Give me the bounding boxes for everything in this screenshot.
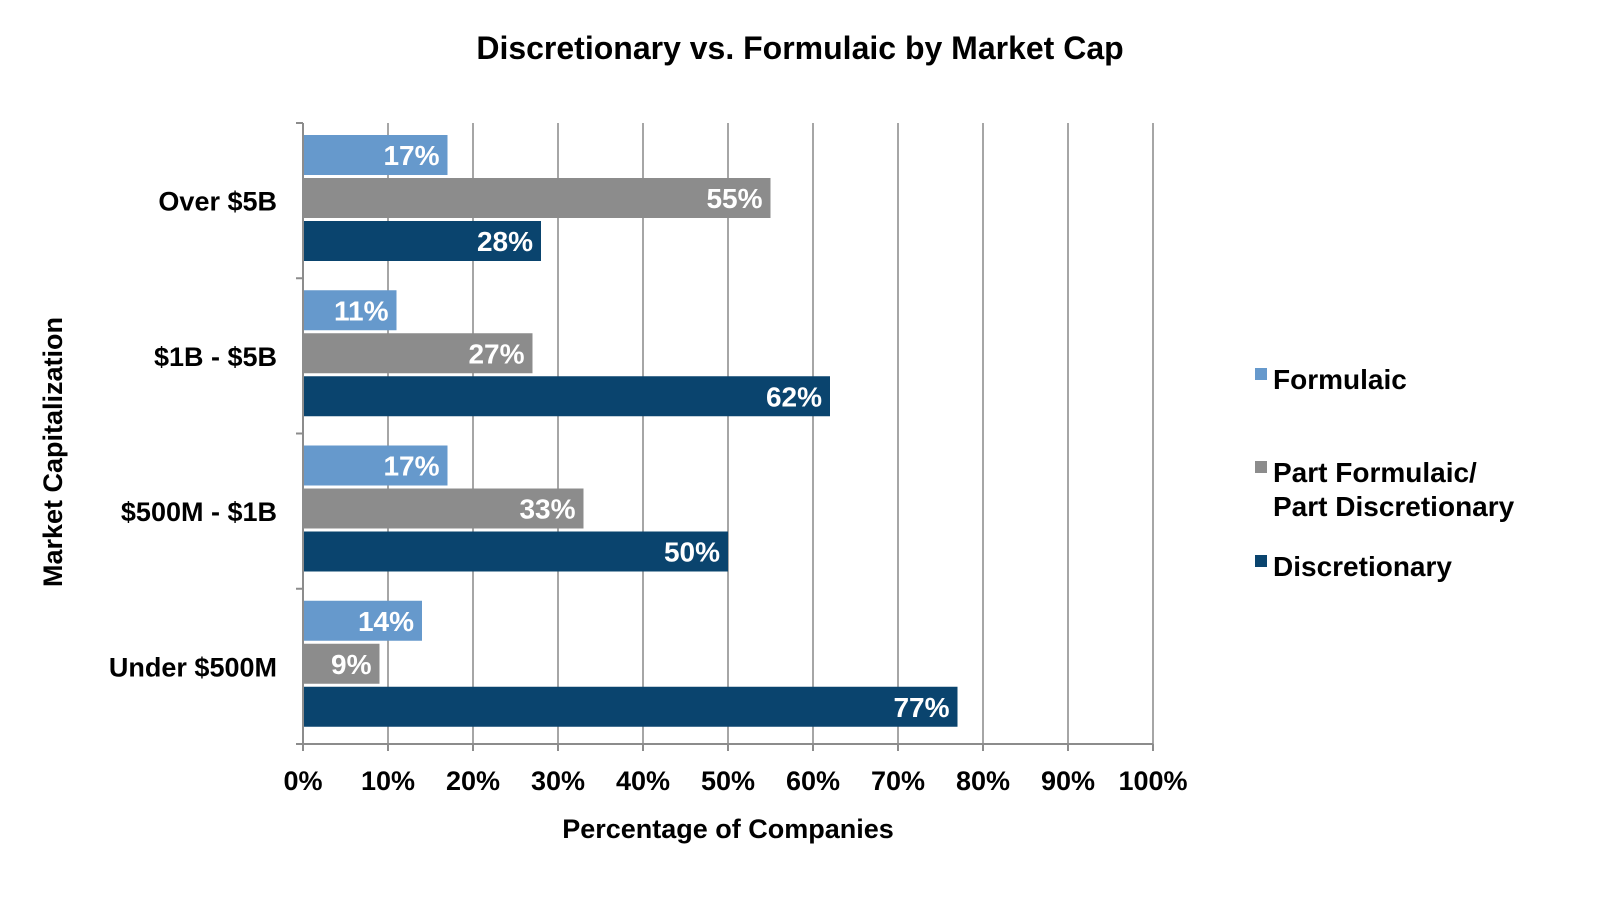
legend-label-line: Formulaic — [1273, 364, 1407, 395]
legend-swatch — [1255, 368, 1267, 380]
bar-label: 9% — [331, 649, 372, 680]
bar-label: 33% — [519, 494, 575, 525]
x-tick-label: 40% — [616, 766, 670, 796]
bar — [304, 290, 397, 331]
x-tick-label: 80% — [956, 766, 1010, 796]
bar — [304, 686, 958, 727]
category-label: $1B - $5B — [154, 342, 277, 372]
bar-label: 50% — [664, 537, 720, 568]
bar-label: 28% — [477, 226, 533, 257]
labels: Over $5B 17% 55% 28% $1B - $5B 11% 27% 62% $500M… — [109, 140, 950, 723]
bar-label: 62% — [766, 381, 822, 412]
bar-label: 11% — [334, 295, 389, 326]
x-tick-label: 60% — [786, 766, 840, 796]
bar-label: 17% — [383, 140, 439, 171]
x-tick-label: 50% — [701, 766, 755, 796]
x-tick-label: 90% — [1041, 766, 1095, 796]
bar — [304, 333, 533, 374]
chart-title: Discretionary vs. Formulaic by Market Ca… — [476, 30, 1124, 66]
x-axis-title: Percentage of Companies — [562, 814, 894, 844]
category-label: Under $500M — [109, 652, 277, 682]
bar — [304, 600, 422, 641]
category-label: Over $5B — [158, 187, 277, 217]
legend-swatch — [1255, 555, 1267, 567]
y-axis-title: Market Capitalization — [38, 317, 68, 587]
x-tick-label: 20% — [446, 766, 500, 796]
legend-label: Discretionary — [1273, 551, 1452, 582]
bar-label: 14% — [358, 606, 414, 637]
bar — [304, 221, 541, 261]
bar-label: 27% — [468, 338, 524, 369]
bar — [304, 643, 380, 684]
bar — [304, 445, 448, 486]
gridlines — [387, 123, 1154, 744]
bar-label: 55% — [706, 183, 762, 214]
x-tick-label: 70% — [871, 766, 925, 796]
bar-label: 17% — [383, 451, 439, 482]
bar-label: 77% — [893, 692, 949, 723]
bar — [304, 135, 448, 175]
category-label: $500M - $1B — [121, 497, 277, 527]
x-tick-label: 0% — [283, 766, 322, 796]
x-tick-label: 100% — [1118, 766, 1187, 796]
bar — [304, 488, 584, 529]
bar — [304, 178, 771, 218]
x-tick-label: 30% — [531, 766, 585, 796]
x-tick-label: 10% — [361, 766, 415, 796]
legend-label: Part Formulaic/Part Discretionary — [1273, 457, 1515, 522]
legend: Formulaic Part Formulaic/Part Discretiona… — [1255, 364, 1515, 582]
legend-label-line: Part Formulaic/ — [1273, 457, 1477, 488]
legend-label-line: Discretionary — [1273, 551, 1452, 582]
bars — [304, 135, 958, 727]
legend-label: Formulaic — [1273, 364, 1407, 395]
bar — [304, 376, 830, 417]
legend-label-line: Part Discretionary — [1273, 491, 1515, 522]
bar — [304, 531, 728, 572]
legend-swatch — [1255, 461, 1267, 473]
axes: 0% 10% 20% 30% 40% 50% 60% 70% 80% 90% 100% Percent… — [38, 122, 1188, 844]
